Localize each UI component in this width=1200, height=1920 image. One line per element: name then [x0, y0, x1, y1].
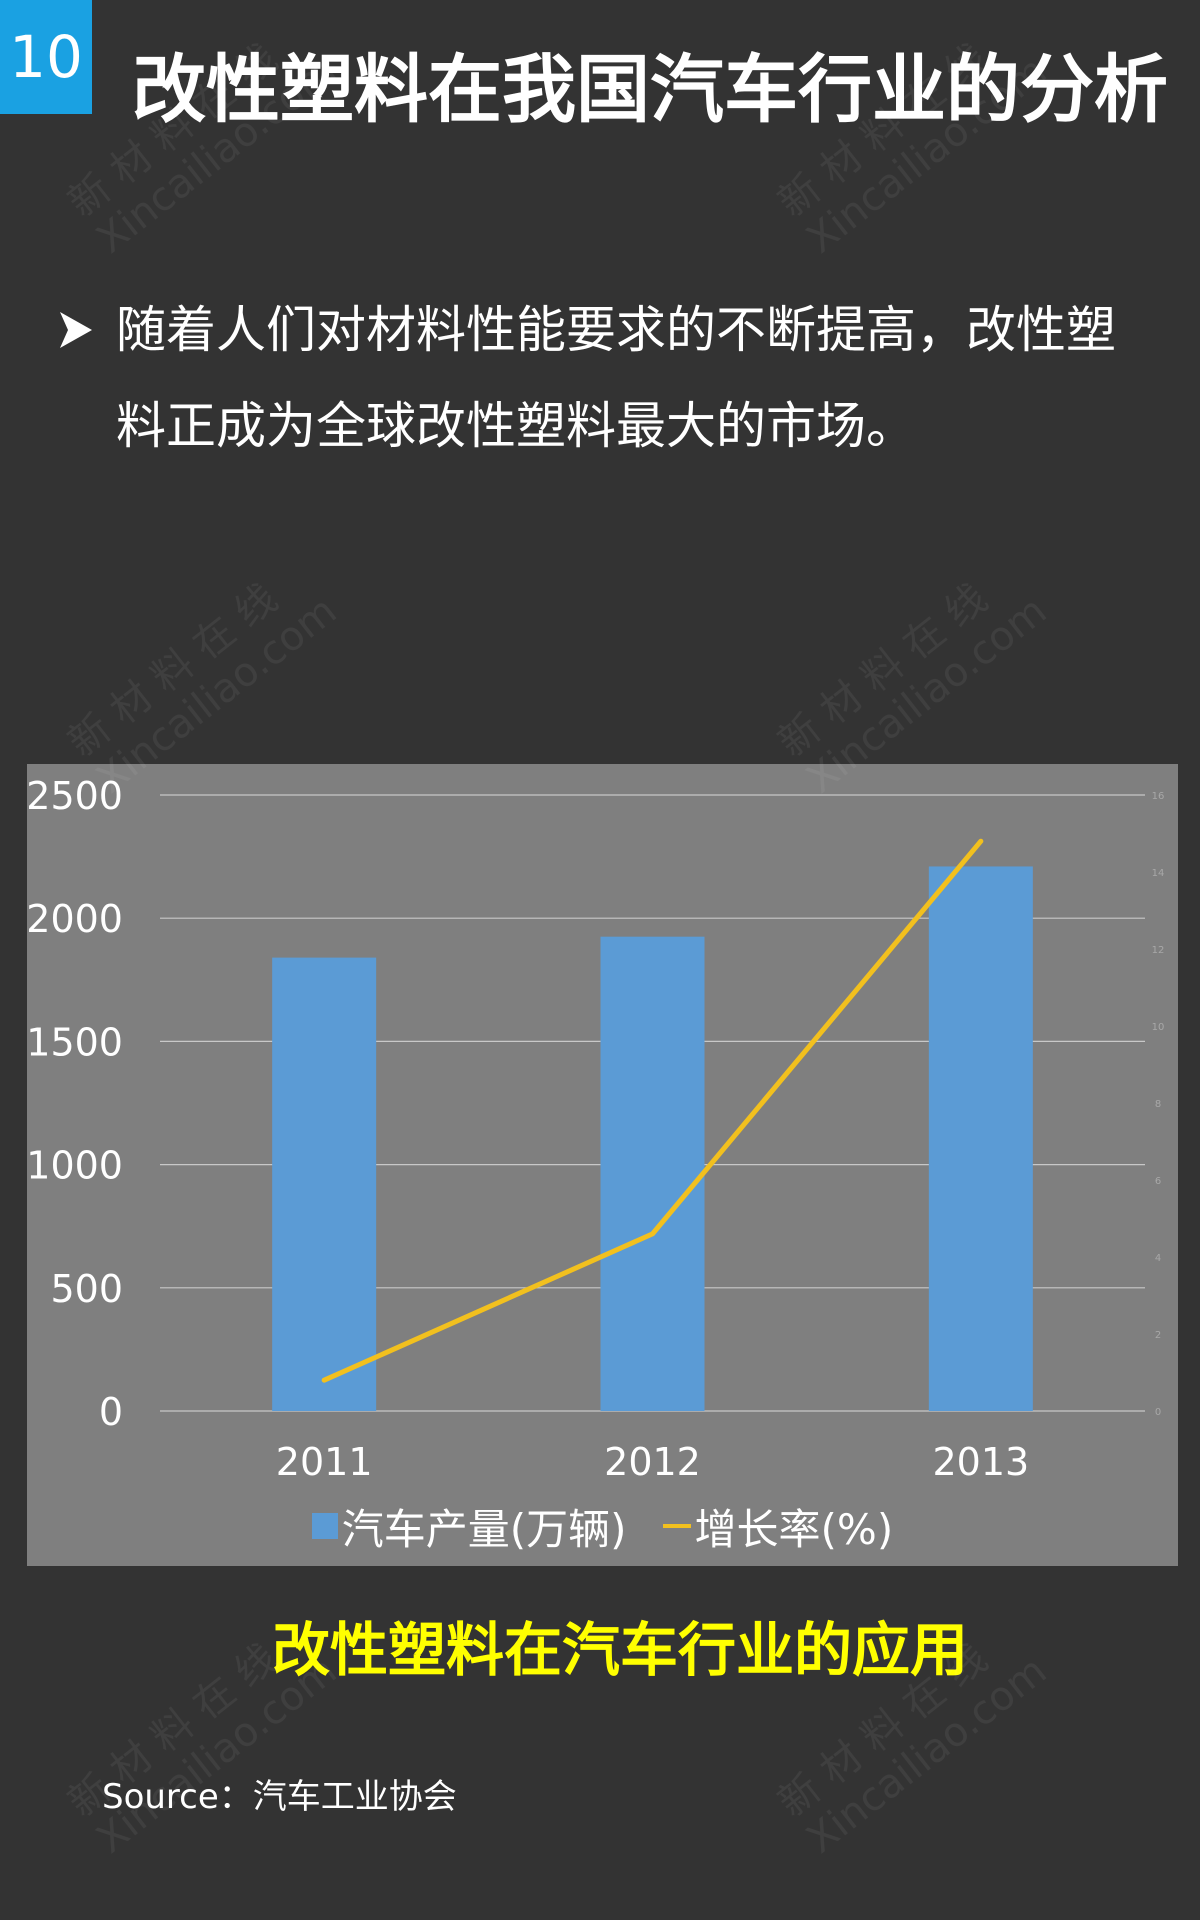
y2-tick-label: 8	[1155, 1099, 1161, 1110]
bar	[600, 936, 705, 1411]
y-tick-label: 500	[50, 1267, 123, 1311]
legend-label-growth: 增长率(%)	[694, 1504, 894, 1554]
y-tick-label: 2500	[27, 774, 123, 818]
chart-plot: 0 500 1000 1500 2000 2500 0 2 4 6 8 10 12 14 16 2011 201…	[27, 774, 1165, 1484]
y-tick-label: 1500	[27, 1020, 123, 1064]
y2-tick-label: 10	[1152, 1022, 1165, 1033]
y-tick-label: 0	[99, 1390, 123, 1434]
y2-tick-label: 16	[1152, 791, 1165, 802]
legend-item-production: 汽车产量(万辆)	[311, 1496, 627, 1557]
series-line-growth	[321, 838, 984, 1383]
y2-tick-label: 2	[1155, 1330, 1161, 1341]
y-tick-label: 1000	[27, 1144, 123, 1188]
chart-legend: 汽车产量(万辆) 增长率(%)	[27, 1496, 1178, 1556]
page-number-badge: 10	[0, 0, 92, 114]
y2-tick-label: 14	[1152, 868, 1165, 879]
y2-tick-label: 12	[1152, 945, 1165, 956]
x-tick-label: 2011	[276, 1440, 373, 1484]
arrow-bullet-icon	[60, 312, 92, 348]
legend-label-production: 汽车产量(万辆)	[341, 1504, 627, 1554]
bar	[272, 957, 377, 1411]
bar	[928, 866, 1033, 1411]
legend-item-growth: 增长率(%)	[662, 1496, 894, 1557]
y-tick-label: 2000	[27, 897, 123, 941]
page-title: 改性塑料在我国汽车行业的分析	[132, 47, 1168, 133]
x-tick-label: 2012	[604, 1440, 701, 1484]
y2-tick-label: 0	[1155, 1407, 1161, 1418]
chart-caption: 改性塑料在汽车行业的应用	[271, 1616, 968, 1684]
bullet-text: 随着人们对材料性能要求的不断提高，改性塑料正成为全球改性塑料最大的市场。	[116, 301, 1116, 455]
chart-area: 0 500 1000 1500 2000 2500 0 2 4 6 8 10 12 14 16 2011 201…	[27, 764, 1178, 1566]
y2-tick-label: 6	[1155, 1176, 1161, 1187]
bullet-point: 随着人们对材料性能要求的不断提高，改性塑料正成为全球改性塑料最大的市场。	[58, 282, 1138, 474]
legend-bar-swatch	[311, 1513, 338, 1539]
legend-line-swatch	[662, 1524, 691, 1528]
x-tick-label: 2013	[932, 1440, 1029, 1484]
source-note: Source：汽车工业协会	[102, 1777, 457, 1817]
y2-tick-label: 4	[1155, 1253, 1161, 1264]
